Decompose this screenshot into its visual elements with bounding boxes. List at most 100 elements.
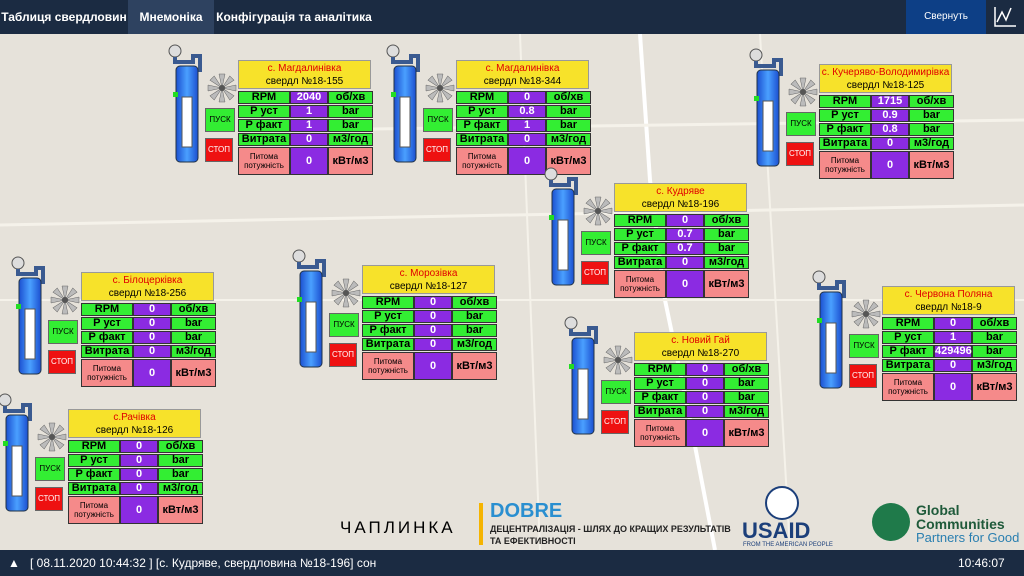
status-time: 10:46:07 bbox=[958, 556, 1005, 570]
well-header: с. Червона Поляна свердл №18-9 bbox=[882, 286, 1015, 315]
stop-button[interactable]: СТОП bbox=[48, 350, 76, 374]
fan bbox=[50, 285, 80, 315]
well-icon bbox=[544, 167, 613, 286]
fan-blade bbox=[333, 280, 347, 294]
pipe bbox=[16, 266, 45, 284]
unit: bar bbox=[171, 317, 216, 330]
indicator bbox=[173, 92, 178, 97]
unit: bar bbox=[452, 310, 497, 323]
stop-button[interactable]: СТОП bbox=[786, 142, 814, 166]
start-button[interactable]: ПУСК bbox=[601, 380, 631, 404]
gauge bbox=[168, 44, 182, 58]
start-button[interactable]: ПУСК bbox=[786, 112, 816, 136]
fan-blade bbox=[342, 292, 350, 308]
value: 0 bbox=[508, 147, 546, 175]
fan-hub bbox=[437, 85, 443, 91]
unit: об/хв bbox=[972, 317, 1017, 330]
unit: bar bbox=[546, 119, 591, 132]
row-label: Витрата bbox=[238, 133, 290, 146]
collapse-button[interactable]: Свернуть bbox=[906, 0, 986, 34]
fan-blade bbox=[439, 84, 455, 92]
stop-button[interactable]: СТОП bbox=[581, 261, 609, 285]
logo-text: ЧАПЛИНКА bbox=[340, 518, 456, 537]
unit: bar bbox=[909, 123, 954, 136]
row-label: Витрата bbox=[81, 345, 133, 358]
fan-blade bbox=[51, 436, 65, 450]
value: 0 bbox=[666, 270, 704, 298]
value: 0 bbox=[120, 468, 158, 481]
tab-active[interactable]: Мнемоніка bbox=[128, 0, 214, 34]
stop-button[interactable]: СТОП bbox=[423, 138, 451, 162]
stop-button[interactable]: СТОП bbox=[205, 138, 233, 162]
value: 0.8 bbox=[871, 123, 909, 136]
fan-blade bbox=[614, 345, 622, 361]
logo-text: ДЕЦЕНТРАЛІЗАЦІЯ - ШЛЯХ ДО КРАЩИХ РЕЗУЛЬТ… bbox=[490, 524, 731, 534]
row-label: Р уст bbox=[634, 377, 686, 390]
fan-blade bbox=[333, 292, 347, 306]
value: 0 bbox=[414, 296, 452, 309]
row-label: Витрата bbox=[819, 137, 871, 150]
indicator bbox=[549, 215, 554, 220]
start-button[interactable]: ПУСК bbox=[205, 108, 235, 132]
start-button[interactable]: ПУСК bbox=[581, 231, 611, 255]
well-icon bbox=[386, 44, 455, 163]
fan bbox=[583, 196, 613, 226]
row-label: Р факт bbox=[362, 324, 414, 337]
start-button[interactable]: ПУСК bbox=[329, 313, 359, 337]
row-label: Питома потужність bbox=[614, 270, 666, 298]
row-label: Питома потужність bbox=[882, 373, 934, 401]
value: 1715 bbox=[871, 95, 909, 108]
indicator bbox=[297, 297, 302, 302]
fan-blade bbox=[345, 280, 359, 294]
stop-button[interactable]: СТОП bbox=[329, 343, 357, 367]
start-button[interactable]: ПУСК bbox=[48, 320, 78, 344]
chart-icon[interactable] bbox=[992, 4, 1018, 30]
indicator bbox=[391, 92, 396, 97]
well-village: с. Новий Гай bbox=[671, 335, 730, 346]
unit: об/хв bbox=[452, 296, 497, 309]
well-header: с.Рачівка свердл №18-126 bbox=[68, 409, 201, 438]
value: 0.7 bbox=[666, 228, 704, 241]
unit: об/хв bbox=[909, 95, 954, 108]
fan-blade bbox=[52, 299, 66, 313]
value: 2040 bbox=[290, 91, 328, 104]
logo-text: Global Communities Partners for Good bbox=[916, 503, 1019, 545]
well-header: с. Морозівка свердл №18-127 bbox=[362, 265, 495, 294]
value: 0 bbox=[120, 496, 158, 524]
tab[interactable]: Таблиця свердловин bbox=[1, 10, 127, 24]
row-label: Витрата bbox=[456, 133, 508, 146]
value: 0 bbox=[871, 151, 909, 179]
row-label: Р уст bbox=[614, 228, 666, 241]
pipe bbox=[754, 58, 783, 76]
unit: bar bbox=[328, 119, 373, 132]
row-label: Р факт bbox=[614, 242, 666, 255]
fan bbox=[851, 299, 881, 329]
value: 0 bbox=[508, 133, 546, 146]
fan-blade bbox=[585, 210, 599, 224]
unit: кВт/м3 bbox=[452, 352, 497, 380]
start-button[interactable]: ПУСК bbox=[35, 457, 65, 481]
fan-blade bbox=[594, 196, 602, 212]
row-label: RPM bbox=[882, 317, 934, 330]
fan-blade bbox=[862, 299, 870, 315]
value: 1 bbox=[934, 331, 972, 344]
start-button[interactable]: ПУСК bbox=[849, 334, 879, 358]
gauge bbox=[0, 393, 12, 407]
pipe bbox=[569, 326, 598, 344]
tab[interactable]: Конфігурація та аналітика bbox=[216, 10, 372, 24]
stop-button[interactable]: СТОП bbox=[849, 364, 877, 388]
unit: bar bbox=[724, 377, 769, 390]
well-village: с. Магдалинівка bbox=[267, 63, 342, 74]
value: 1 bbox=[290, 119, 328, 132]
fan-blade bbox=[865, 301, 879, 315]
start-button[interactable]: ПУСК bbox=[423, 108, 453, 132]
value: 0 bbox=[133, 317, 171, 330]
fan bbox=[37, 422, 67, 452]
stop-button[interactable]: СТОП bbox=[601, 410, 629, 434]
value: 0 bbox=[120, 482, 158, 495]
value: 0 bbox=[414, 324, 452, 337]
stop-button[interactable]: СТОП bbox=[35, 487, 63, 511]
logo-seal bbox=[765, 486, 799, 520]
unit: кВт/м3 bbox=[909, 151, 954, 179]
fan-blade bbox=[61, 285, 69, 301]
